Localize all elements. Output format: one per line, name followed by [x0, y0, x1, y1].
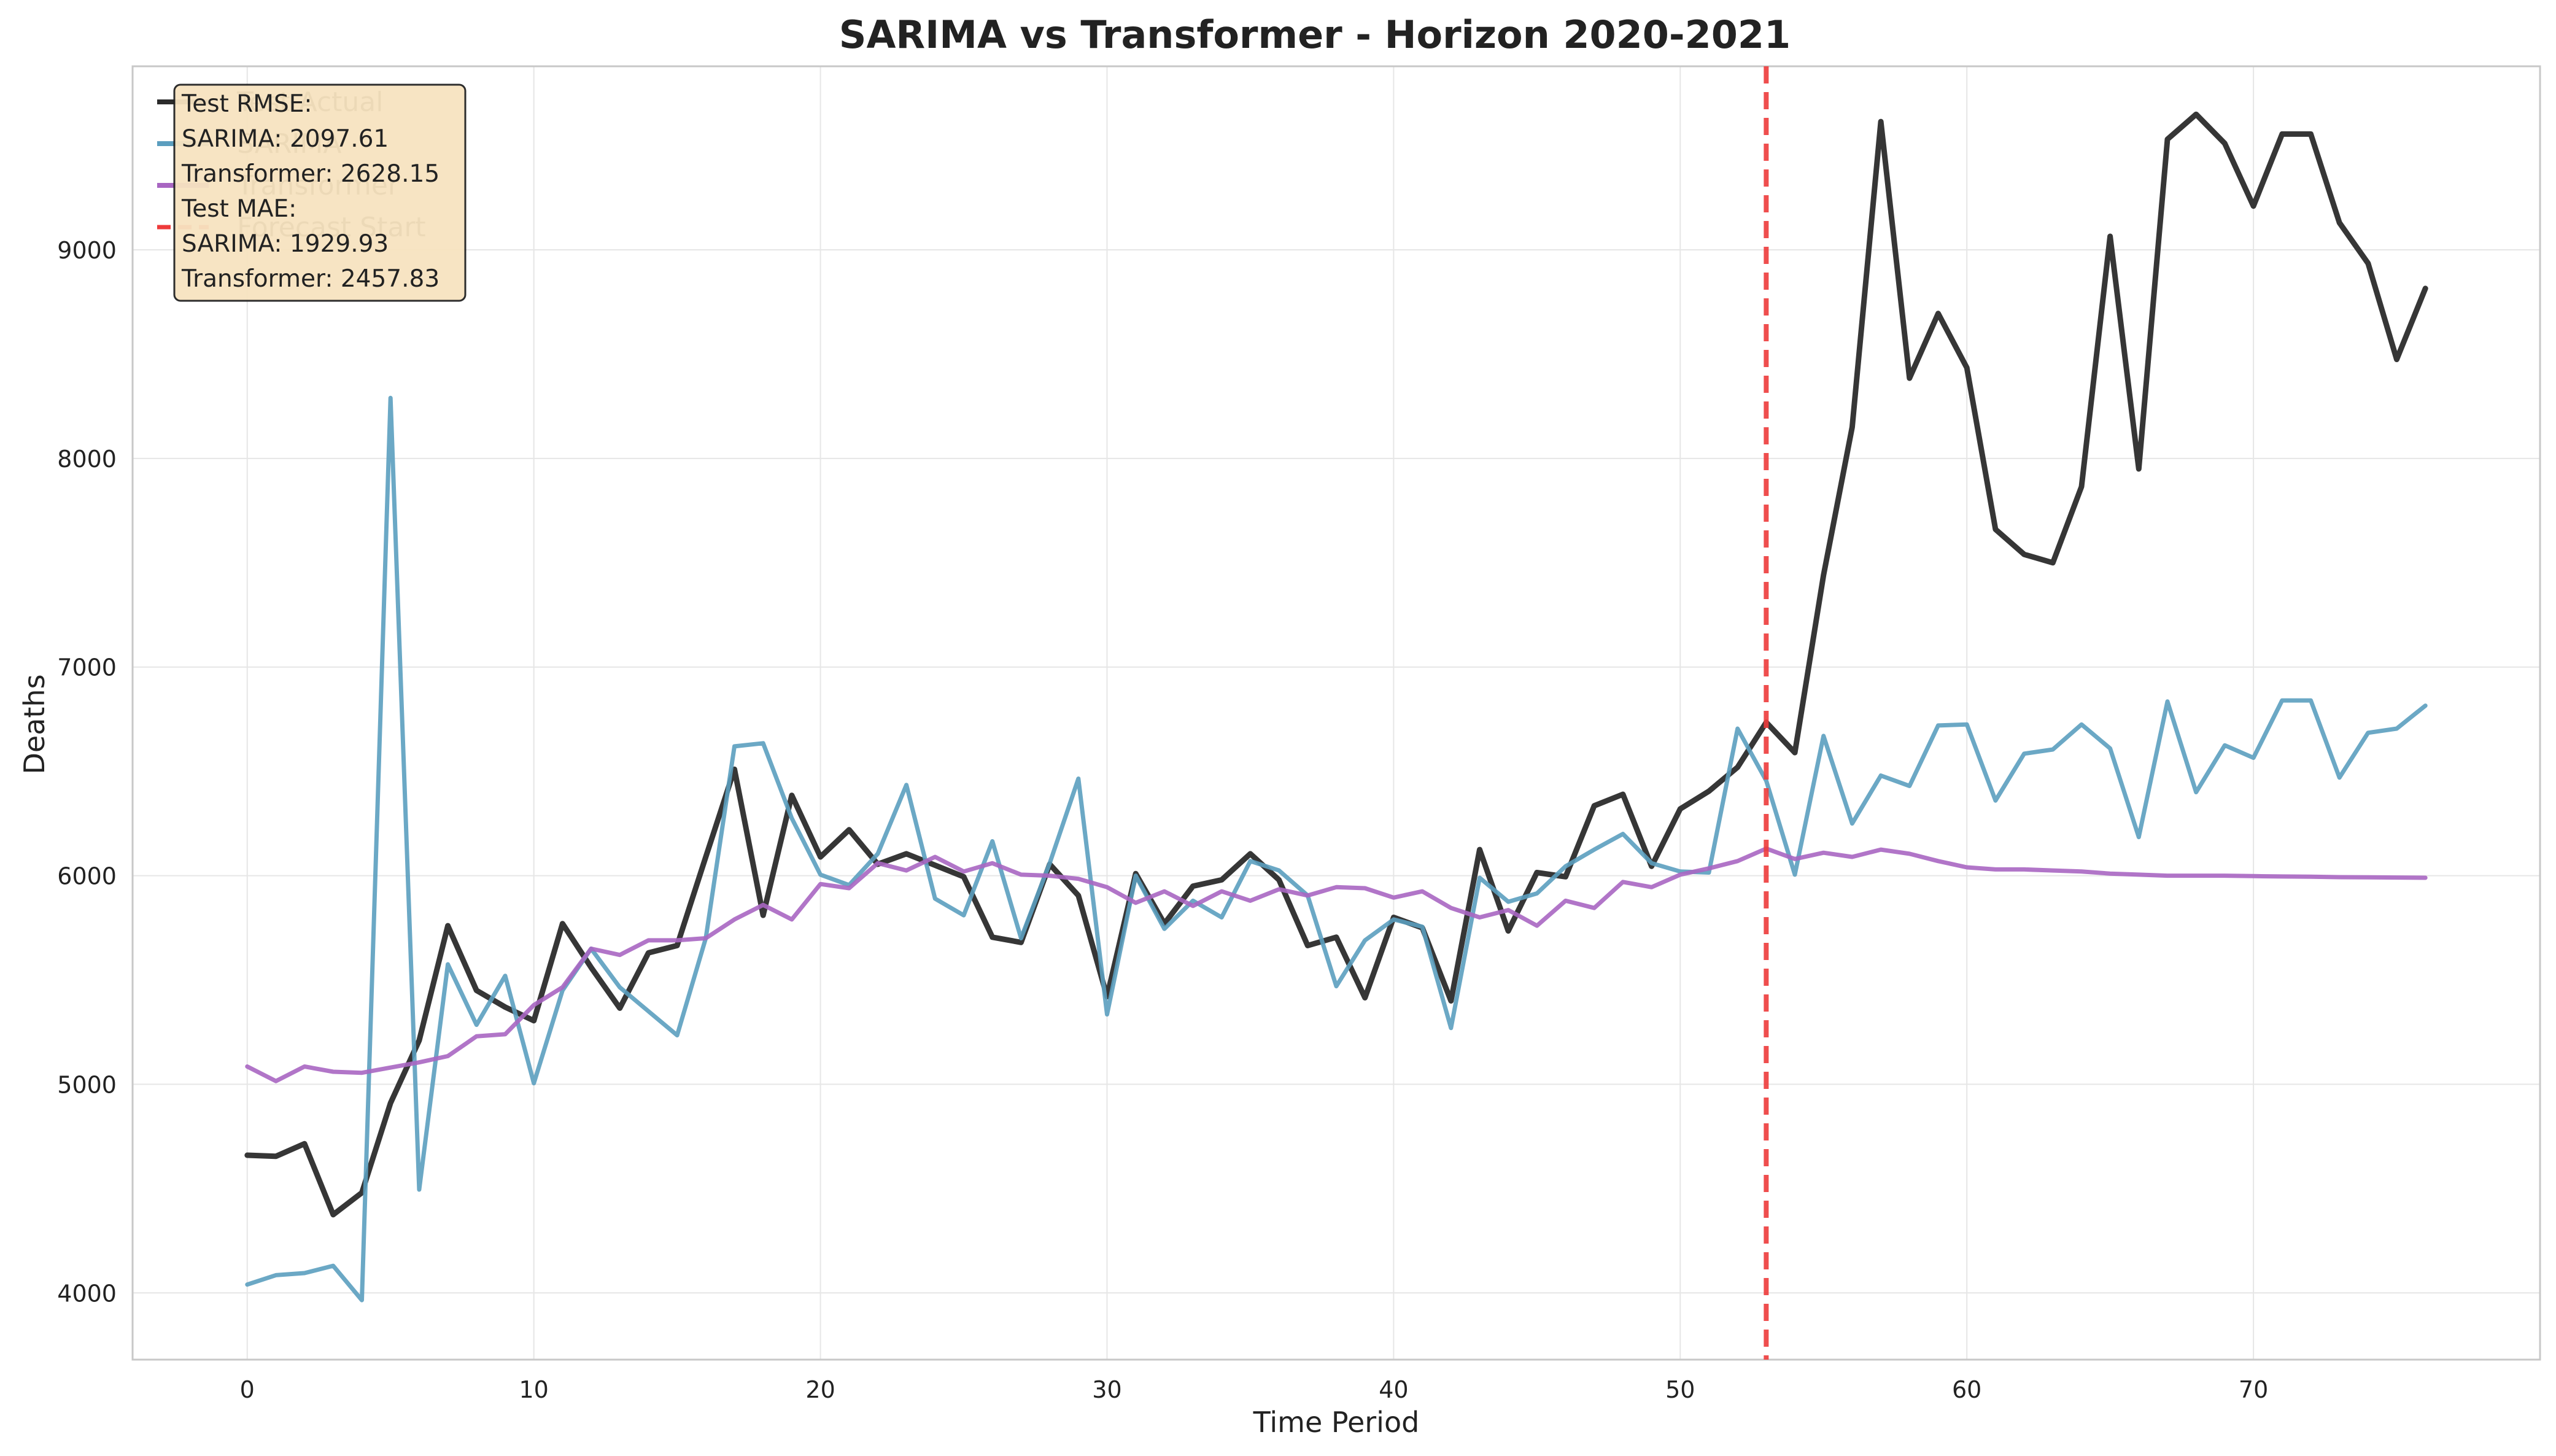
metrics-line: Test MAE: — [181, 195, 296, 223]
x-tick-label: 40 — [1379, 1376, 1408, 1403]
x-tick-label: 50 — [1665, 1376, 1695, 1403]
y-tick-label: 4000 — [57, 1280, 117, 1307]
y-tick-label: 9000 — [57, 237, 117, 264]
x-tick-label: 70 — [2239, 1376, 2268, 1403]
plot-frame — [131, 65, 2541, 1361]
metrics-line: SARIMA: 1929.93 — [182, 230, 389, 258]
x-axis-label: Time Period — [1253, 1406, 1420, 1439]
x-tick-label: 60 — [1952, 1376, 1981, 1403]
x-tick-label: 10 — [519, 1376, 548, 1403]
chart-title: SARIMA vs Transformer - Horizon 2020-202… — [839, 12, 1791, 57]
y-tick-label: 5000 — [57, 1071, 117, 1098]
metrics-annotation: Test RMSE: SARIMA: 2097.61 Transformer: 26… — [173, 83, 467, 302]
series-line-sarima — [245, 395, 2428, 1303]
metrics-line: SARIMA: 2097.61 — [182, 125, 389, 153]
series-layer — [244, 111, 2428, 1303]
metrics-line: Test RMSE: — [181, 90, 312, 118]
y-tick-label: 6000 — [57, 863, 117, 890]
series-line-transformer — [245, 846, 2428, 1083]
y-tick-label: 7000 — [57, 654, 117, 681]
y-tick-label: 8000 — [57, 446, 117, 473]
x-tick-label: 30 — [1092, 1376, 1121, 1403]
metrics-line: Transformer: 2628.15 — [181, 160, 440, 188]
x-tick-label: 0 — [240, 1376, 255, 1403]
x-tick-label: 20 — [805, 1376, 835, 1403]
metrics-line: Transformer: 2457.83 — [181, 265, 440, 293]
series-line-test-actual — [244, 111, 2428, 1218]
y-axis-label: Deaths — [18, 674, 51, 774]
metrics-box — [173, 83, 467, 302]
axes-layer: 0 10 20 30 40 50 60 70 4000 5000 6000 7000 8000 9000 — [57, 65, 2541, 1403]
